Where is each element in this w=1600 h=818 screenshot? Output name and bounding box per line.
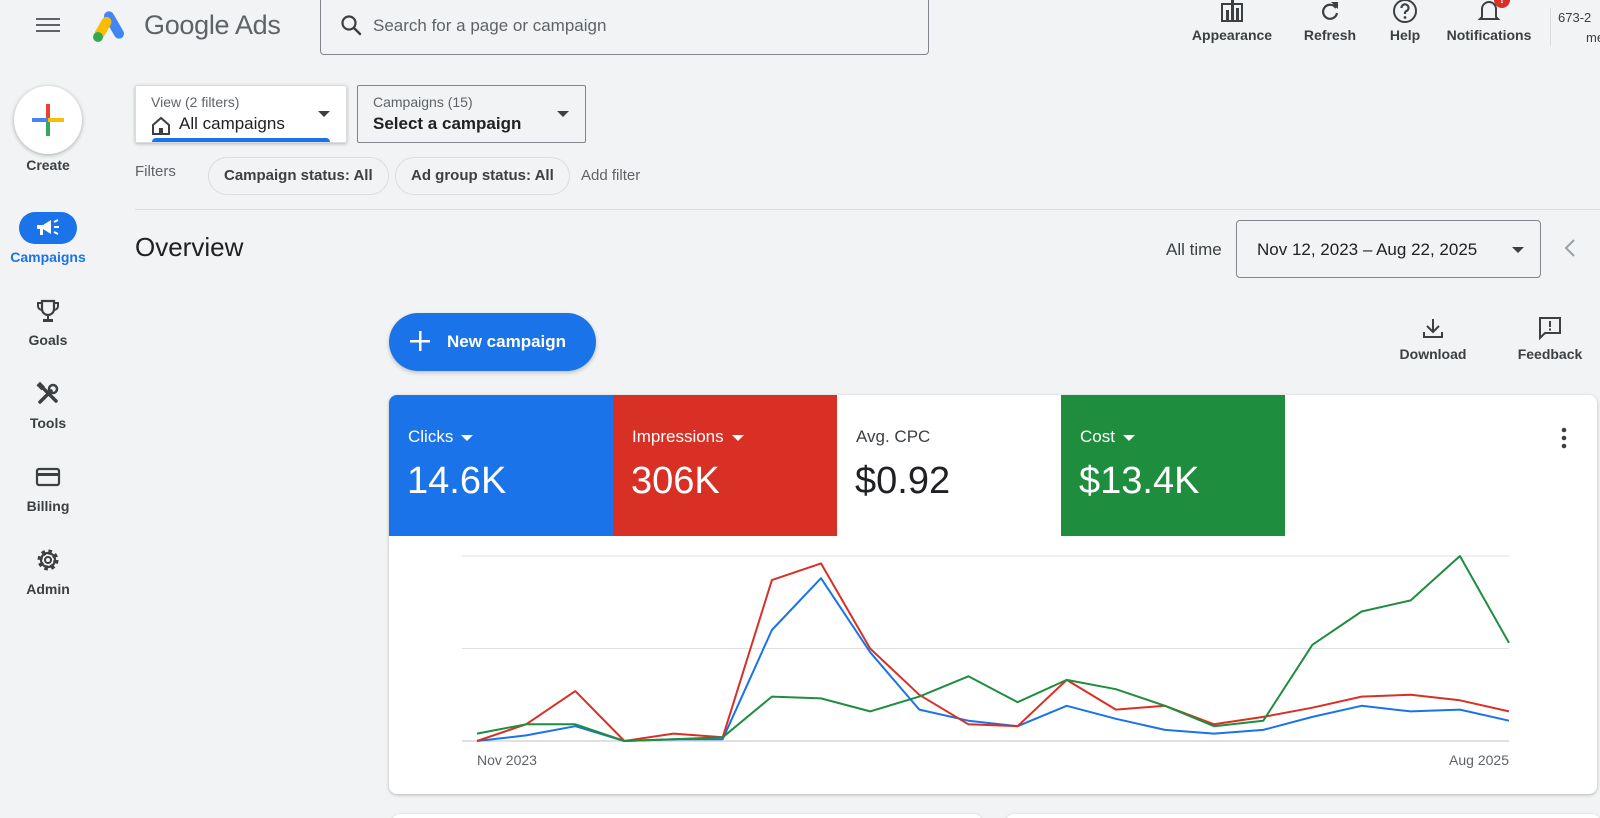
- chevron-left-icon[interactable]: [1562, 236, 1578, 260]
- sidebar-item-billing[interactable]: Billing: [0, 461, 96, 514]
- notification-badge: !: [1494, 0, 1510, 8]
- refresh-icon: [1322, 2, 1339, 20]
- next-card: [392, 814, 982, 818]
- series-line-clicks: [476, 577, 1510, 742]
- sidebar-item-tools[interactable]: Tools: [0, 378, 96, 431]
- refresh-button[interactable]: Refresh: [1300, 0, 1360, 52]
- feedback-label: Feedback: [1517, 346, 1583, 362]
- metric-clicks[interactable]: Clicks 14.6K: [389, 395, 613, 536]
- metric-impressions[interactable]: Impressions 306K: [613, 395, 837, 536]
- plus-color-icon: [32, 104, 64, 136]
- x-tick-label: Aug 2025: [1449, 752, 1509, 768]
- new-campaign-label: New campaign: [447, 332, 567, 351]
- notifications-button[interactable]: ! Notifications: [1442, 0, 1536, 52]
- performance-line-chart: Nov 2023 Aug 2025: [462, 555, 1510, 768]
- campaign-select-sub: Campaigns (15): [373, 94, 473, 110]
- campaign-status-chip[interactable]: Campaign status: All: [208, 157, 389, 195]
- help-button[interactable]: Help: [1380, 0, 1430, 52]
- date-range-picker[interactable]: Nov 12, 2023 – Aug 22, 2025: [1236, 220, 1541, 278]
- appearance-button[interactable]: Appearance: [1190, 0, 1274, 52]
- chevron-down-icon: [557, 111, 569, 117]
- search-box[interactable]: [320, 0, 929, 55]
- series-line-cost: [476, 555, 1510, 742]
- bar-chart-icon: [1221, 0, 1243, 22]
- metric-value: 14.6K: [407, 460, 507, 502]
- create-button[interactable]: [14, 86, 82, 154]
- download-label: Download: [1399, 346, 1467, 362]
- sidebar-item-label: Campaigns: [10, 249, 86, 265]
- home-icon: [152, 116, 170, 135]
- gear-icon: [37, 549, 59, 571]
- view-filter-dropdown[interactable]: View (2 filters) All campaigns: [135, 85, 347, 143]
- sidebar-item-goals[interactable]: Goals: [0, 295, 96, 348]
- main-menu-icon[interactable]: [34, 14, 62, 38]
- help-label: Help: [1389, 27, 1421, 43]
- caret-down-icon: [461, 434, 474, 441]
- metric-value: $13.4K: [1079, 460, 1200, 502]
- metric-label: Cost: [1080, 427, 1135, 447]
- feedback-icon: [1539, 317, 1561, 340]
- date-range-label: All time: [1166, 240, 1222, 259]
- metric-value: $0.92: [855, 460, 951, 502]
- campaign-select-value: Select a campaign: [373, 114, 522, 133]
- more-vert-icon[interactable]: [1561, 427, 1567, 449]
- series-line-impressions: [476, 562, 1510, 742]
- chevron-down-icon: [318, 111, 330, 117]
- search-input[interactable]: [373, 11, 893, 41]
- metric-label: Impressions: [632, 427, 744, 447]
- metric-label: Clicks: [408, 427, 474, 447]
- trophy-icon: [37, 299, 59, 322]
- campaign-select-dropdown[interactable]: Campaigns (15) Select a campaign: [357, 85, 586, 143]
- account-id: 673-2: [1558, 10, 1592, 25]
- chevron-down-icon: [1512, 247, 1524, 253]
- sidebar-item-label: Admin: [26, 581, 70, 597]
- date-range-value: Nov 12, 2023 – Aug 22, 2025: [1257, 240, 1478, 259]
- caret-down-icon: [1122, 434, 1135, 441]
- account-switcher[interactable]: 673-2 me: [1558, 8, 1600, 48]
- notifications-label: Notifications: [1446, 27, 1532, 43]
- account-name: me: [1586, 30, 1600, 45]
- metric-avg-cpc[interactable]: Avg. CPC $0.92: [837, 395, 1061, 536]
- feedback-button[interactable]: Feedback: [1508, 316, 1592, 362]
- download-icon: [1423, 319, 1443, 338]
- metric-value: 306K: [631, 460, 720, 502]
- refresh-label: Refresh: [1303, 27, 1357, 43]
- x-tick-label: Nov 2023: [477, 752, 537, 768]
- sidebar-item-label: Tools: [29, 415, 67, 431]
- sidebar-item-label: Goals: [28, 332, 68, 348]
- create-label: Create: [26, 157, 70, 173]
- metric-label: Avg. CPC: [856, 427, 931, 446]
- view-filter-sub: View (2 filters): [151, 94, 240, 110]
- help-icon: [1393, 0, 1417, 23]
- header-divider: [1550, 8, 1551, 46]
- download-button[interactable]: Download: [1390, 316, 1476, 362]
- brand-name: Google Ads: [144, 10, 281, 40]
- add-filter-link[interactable]: Add filter: [581, 167, 641, 184]
- metric-cost[interactable]: Cost $13.4K: [1061, 395, 1285, 536]
- page-title: Overview: [135, 232, 244, 262]
- sidebar-item-campaigns[interactable]: Campaigns: [0, 212, 96, 265]
- performance-card: Clicks 14.6K Impressions 306K Avg. CPC $…: [389, 395, 1597, 794]
- google-ads-logo: [93, 11, 124, 42]
- sidebar-item-admin[interactable]: Admin: [0, 544, 96, 597]
- new-campaign-button[interactable]: New campaign: [389, 313, 596, 371]
- plus-icon: [410, 331, 430, 351]
- filters-label: Filters: [135, 163, 176, 180]
- ad-group-status-chip[interactable]: Ad group status: All: [395, 157, 570, 195]
- view-active-indicator: [152, 138, 330, 142]
- bell-icon: [1477, 1, 1501, 20]
- megaphone-icon: [37, 219, 59, 235]
- appearance-label: Appearance: [1191, 27, 1273, 43]
- next-card: [1006, 814, 1600, 818]
- sidebar-item-label: Billing: [26, 498, 70, 514]
- credit-card-icon: [35, 467, 61, 487]
- view-filter-value: All campaigns: [179, 114, 285, 133]
- tools-icon: [36, 381, 59, 404]
- caret-down-icon: [731, 434, 744, 441]
- top-bar: Google Ads Appearance Refresh Help: [0, 0, 1600, 56]
- divider: [135, 209, 1600, 210]
- search-icon: [341, 15, 362, 36]
